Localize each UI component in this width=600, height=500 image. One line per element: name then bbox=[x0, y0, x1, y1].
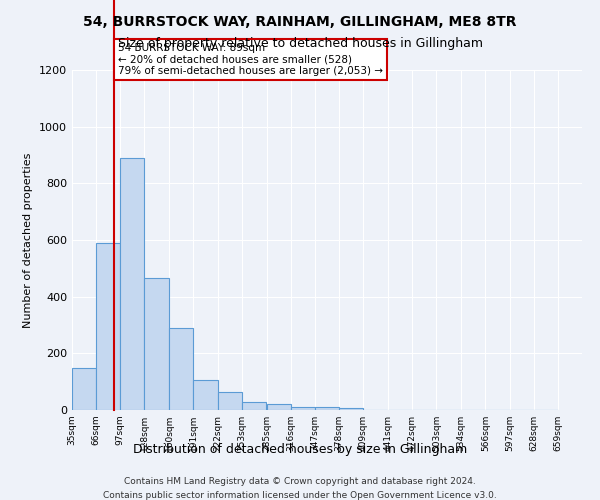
Bar bbox=[218, 392, 242, 410]
Text: Size of property relative to detached houses in Gillingham: Size of property relative to detached ho… bbox=[118, 38, 482, 51]
Bar bbox=[339, 408, 363, 410]
Bar bbox=[169, 328, 193, 410]
Bar bbox=[266, 404, 291, 410]
Bar bbox=[96, 243, 120, 410]
Bar bbox=[315, 407, 339, 410]
Text: 54, BURRSTOCK WAY, RAINHAM, GILLINGHAM, ME8 8TR: 54, BURRSTOCK WAY, RAINHAM, GILLINGHAM, … bbox=[83, 15, 517, 29]
Text: Distribution of detached houses by size in Gillingham: Distribution of detached houses by size … bbox=[133, 442, 467, 456]
Bar bbox=[145, 278, 169, 410]
Text: 54 BURRSTOCK WAY: 89sqm
← 20% of detached houses are smaller (528)
79% of semi-d: 54 BURRSTOCK WAY: 89sqm ← 20% of detache… bbox=[118, 43, 383, 76]
Y-axis label: Number of detached properties: Number of detached properties bbox=[23, 152, 34, 328]
Bar bbox=[72, 368, 96, 410]
Bar bbox=[193, 380, 218, 410]
Bar bbox=[291, 406, 315, 410]
Text: Contains HM Land Registry data © Crown copyright and database right 2024.: Contains HM Land Registry data © Crown c… bbox=[124, 478, 476, 486]
Bar bbox=[242, 402, 266, 410]
Text: Contains public sector information licensed under the Open Government Licence v3: Contains public sector information licen… bbox=[103, 491, 497, 500]
Bar bbox=[120, 158, 145, 410]
